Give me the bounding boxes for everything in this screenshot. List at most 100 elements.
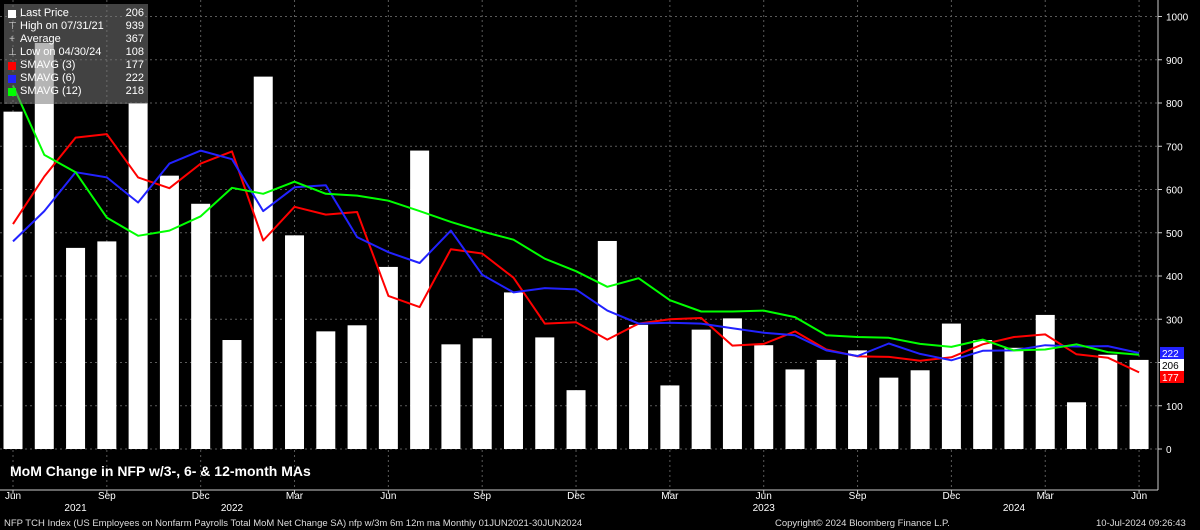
bar	[941, 323, 961, 449]
y-tick-label: 500	[1166, 229, 1183, 240]
x-tick-label: Mar	[286, 491, 304, 502]
bar	[472, 338, 492, 449]
legend-swatch	[8, 61, 16, 70]
bar	[97, 241, 117, 449]
x-year-label: 2022	[221, 503, 244, 514]
bar	[128, 103, 148, 449]
bar	[691, 329, 711, 449]
legend-entry: SMAVG (12) 218	[8, 85, 144, 98]
legend-label: SMAVG (12)	[20, 85, 82, 97]
bar	[66, 247, 86, 449]
legend-value: 222	[125, 72, 144, 84]
x-year-label: 2021	[64, 503, 87, 514]
price-marker-label: 222	[1162, 349, 1179, 360]
legend-label: Average	[20, 33, 61, 45]
footer-copyright: Copyright© 2024 Bloomberg Finance L.P.	[775, 518, 950, 529]
price-marker	[1160, 370, 1184, 383]
x-tick-label: Dec	[567, 491, 585, 502]
legend-entry: SMAVG (6) 222	[8, 72, 144, 85]
chart-canvas: 0100200300400500600700800900100022220617…	[0, 0, 1189, 514]
legend-swatch	[8, 87, 16, 96]
bar	[253, 76, 273, 450]
legend-entry: ⊤ High on 07/31/21 939	[8, 20, 144, 33]
x-tick-label: Sep	[473, 491, 491, 502]
x-tick-label: Sep	[849, 491, 867, 502]
x-year-label: 2023	[753, 503, 776, 514]
legend-entry: Last Price 206	[8, 7, 144, 20]
footer-bar: NFP TCH Index (US Employees on Nonfarm P…	[0, 516, 1200, 530]
price-marker-label: 206	[1162, 361, 1179, 372]
legend-value: 177	[125, 59, 144, 71]
y-tick-label: 0	[1166, 445, 1172, 456]
bar	[1129, 359, 1149, 449]
bar	[285, 235, 305, 449]
high-marker-icon: ⊤	[8, 21, 17, 32]
bar	[879, 377, 899, 449]
legend-value: 218	[125, 85, 144, 97]
bar	[410, 150, 430, 449]
legend-value: 367	[125, 33, 144, 45]
x-tick-label: Sep	[98, 491, 116, 502]
x-tick-label: Jun	[380, 491, 396, 502]
footer-source: NFP TCH Index (US Employees on Nonfarm P…	[4, 518, 583, 529]
y-tick-label: 900	[1166, 56, 1183, 67]
y-tick-label: 100	[1166, 402, 1183, 413]
price-marker-label: 177	[1162, 373, 1179, 384]
bar	[722, 318, 742, 449]
legend-label: SMAVG (3)	[20, 59, 76, 71]
low-marker-icon: ⊥	[8, 47, 17, 58]
legend-label: High on 07/31/21	[20, 20, 104, 32]
bar	[566, 390, 586, 449]
bar	[222, 340, 242, 449]
chart-title: MoM Change in NFP w/3-, 6- & 12-month MA…	[10, 463, 311, 479]
legend-label: SMAVG (6)	[20, 72, 76, 84]
bar	[441, 344, 461, 449]
y-tick-label: 1000	[1166, 13, 1189, 24]
x-tick-label: Mar	[661, 491, 679, 502]
bar	[910, 370, 930, 449]
bar	[378, 266, 398, 449]
bar	[660, 385, 680, 449]
bar	[535, 337, 555, 449]
bar	[159, 175, 179, 449]
legend-swatch	[8, 74, 16, 83]
y-tick-label: 800	[1166, 99, 1183, 110]
x-tick-label: Jun	[1131, 491, 1147, 502]
legend-value: 108	[125, 46, 144, 58]
x-year-label: 2024	[1003, 503, 1026, 514]
legend-entry: ⊥ Low on 04/30/24 108	[8, 46, 144, 59]
y-tick-label: 700	[1166, 142, 1183, 153]
bar	[316, 331, 336, 449]
y-tick-label: 300	[1166, 315, 1183, 326]
series-line-smavg-6-	[12, 149, 1140, 362]
y-tick-label: 400	[1166, 272, 1183, 283]
bar	[785, 369, 805, 449]
legend-entry: + Average 367	[8, 33, 144, 46]
bar	[973, 340, 993, 449]
bar	[1067, 402, 1087, 449]
legend-swatch	[8, 9, 16, 18]
legend-label: Low on 04/30/24	[20, 46, 102, 58]
chart-legend: Last Price 206 ⊤ High on 07/31/21 939 + Averag…	[4, 4, 148, 104]
bar	[191, 203, 211, 449]
x-tick-label: Mar	[1037, 491, 1055, 502]
bar	[347, 325, 367, 449]
bar	[503, 292, 523, 449]
bar	[754, 345, 774, 449]
bar	[816, 359, 836, 449]
legend-entry: SMAVG (3) 177	[8, 59, 144, 72]
x-tick-label: Jun	[5, 491, 21, 502]
price-marker	[1160, 358, 1184, 371]
bar	[3, 111, 23, 450]
bar	[629, 324, 649, 449]
legend-value: 939	[125, 20, 144, 32]
x-tick-label: Jun	[756, 491, 772, 502]
bar	[848, 350, 868, 449]
footer-timestamp: 10-Jul-2024 09:26:43	[1096, 518, 1186, 529]
series-line-smavg-12-	[12, 85, 1140, 356]
legend-value: 206	[125, 7, 144, 19]
bar	[1098, 354, 1118, 449]
x-tick-label: Dec	[192, 491, 210, 502]
x-tick-label: Dec	[943, 491, 961, 502]
series-line-smavg-3-	[12, 133, 1140, 374]
